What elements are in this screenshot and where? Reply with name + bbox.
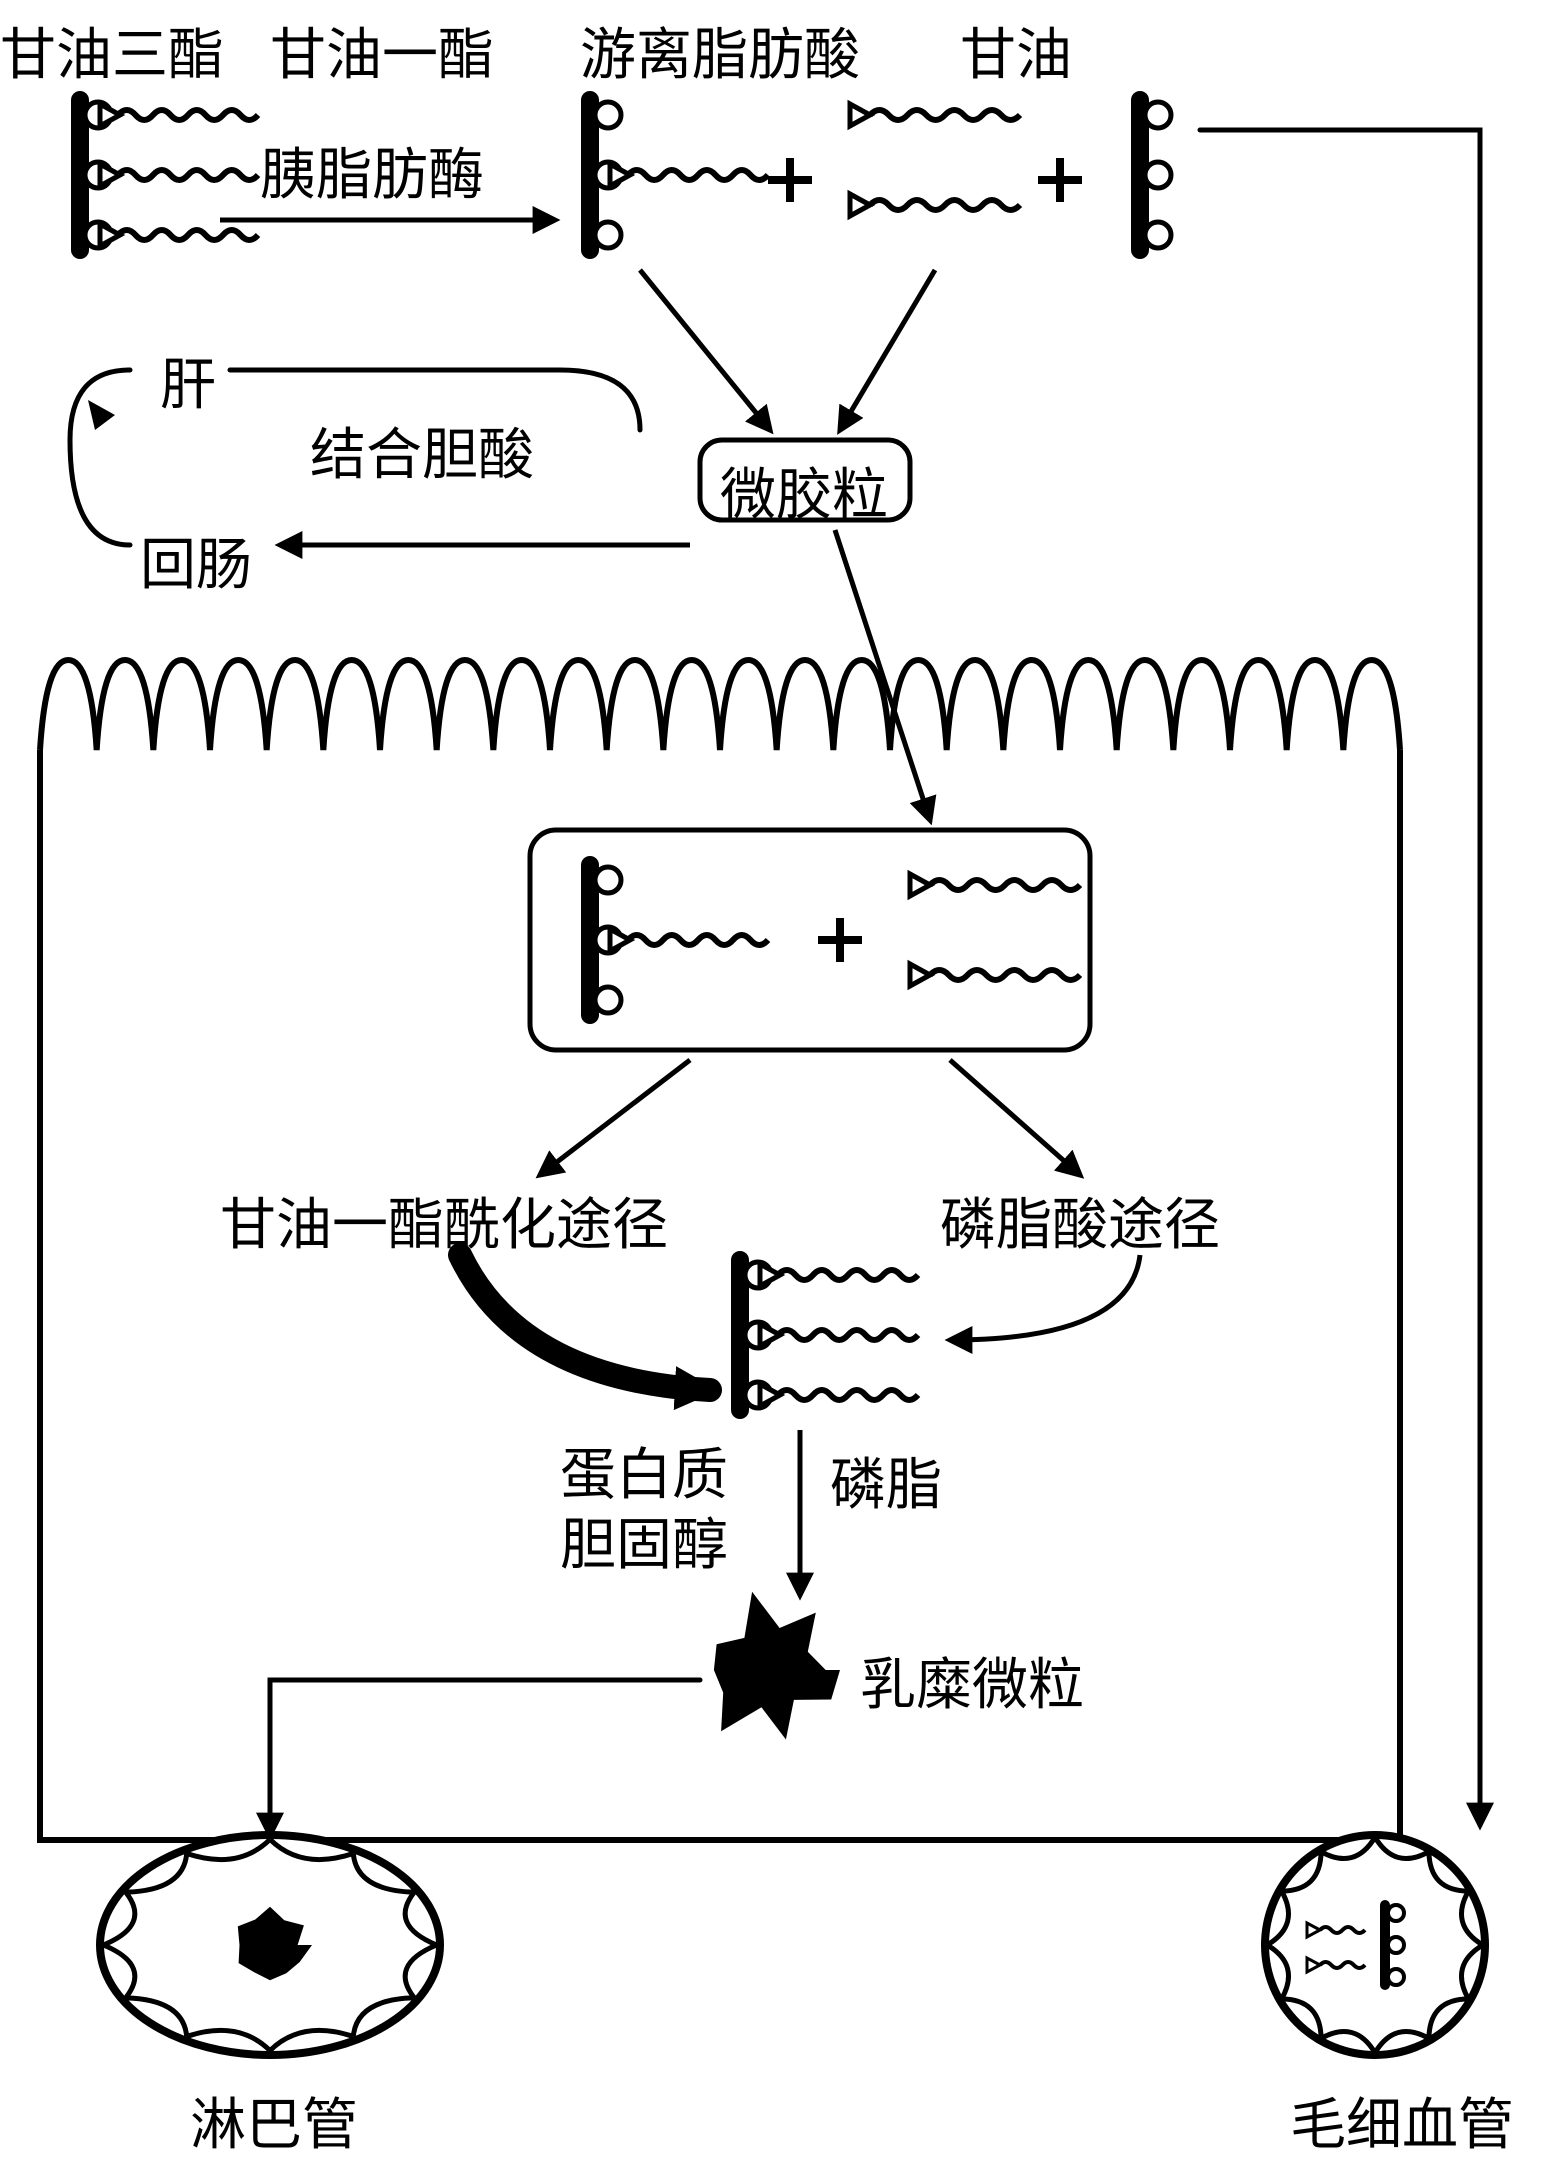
label-cholesterol: 胆固醇: [560, 1500, 728, 1581]
label-phospholipid: 磷脂: [830, 1440, 942, 1521]
diagram-svg: [0, 0, 1565, 2167]
label-micelle: 微胶粒: [720, 450, 888, 531]
label-lymphatic-vessel: 淋巴管: [190, 2080, 358, 2161]
label-capillary: 毛细血管: [1290, 2080, 1514, 2161]
label-mono-pathway: 甘油一酯酰化途径: [220, 1180, 668, 1261]
diagram-canvas: 甘油三酯 甘油一酯 游离脂肪酸 甘油 胰脂肪酶 肝 结合胆酸 回肠 微胶粒 甘油…: [0, 0, 1565, 2167]
label-liver: 肝: [160, 340, 216, 421]
label-ileum: 回肠: [140, 520, 252, 601]
label-free-fatty-acid: 游离脂肪酸: [580, 10, 860, 91]
label-triglyceride: 甘油三酯: [0, 10, 224, 91]
label-pancreatic-lipase: 胰脂肪酶: [260, 130, 484, 211]
label-glycerol: 甘油: [960, 10, 1072, 91]
label-chylomicron: 乳糜微粒: [860, 1640, 1084, 1721]
label-conjugated-bile-acid: 结合胆酸: [310, 410, 534, 491]
label-pa-pathway: 磷脂酸途径: [940, 1180, 1220, 1261]
label-monoglyceride: 甘油一酯: [270, 10, 494, 91]
label-protein: 蛋白质: [560, 1430, 728, 1511]
